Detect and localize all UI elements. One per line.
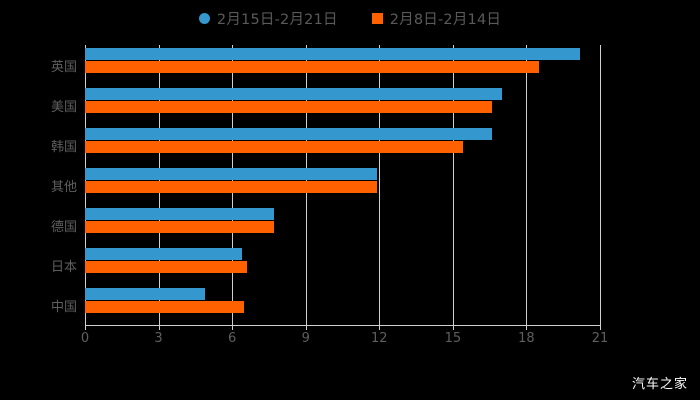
bar-series-2[interactable] — [85, 101, 493, 113]
x-axis-tick-mark — [232, 325, 234, 330]
bar-group — [85, 125, 600, 165]
legend-square-icon — [371, 13, 383, 24]
legend-item-series-2[interactable]: 2月8日-2月14日 — [371, 8, 502, 29]
bar-group — [85, 205, 600, 245]
gridline — [379, 45, 381, 325]
bar-group — [85, 45, 600, 85]
legend-item-series-1[interactable]: 2月15日-2月21日 — [198, 8, 338, 29]
y-axis-label-0: 英国 — [50, 60, 77, 75]
bar-group — [85, 285, 600, 325]
x-axis-tick-label: 21 — [591, 331, 609, 346]
x-axis-tick-label: 9 — [301, 331, 310, 346]
x-axis-tick-label: 18 — [518, 331, 535, 346]
chart-legend: 2月15日-2月21日 2月8日-2月14日 — [0, 8, 700, 29]
x-axis-tick-label: 6 — [228, 331, 237, 346]
x-axis-tick-label: 3 — [154, 331, 163, 346]
bar-series-1[interactable] — [85, 288, 206, 300]
x-axis-tick-mark — [379, 325, 381, 330]
gridline — [600, 45, 601, 325]
bar-series-1[interactable] — [85, 208, 274, 220]
x-axis-tick-label: 15 — [444, 331, 462, 346]
y-axis-category-labels: 英国美国韩国其他德国日本中国 — [0, 45, 77, 325]
y-axis-label-3: 其他 — [50, 180, 77, 195]
y-axis-label-4: 德国 — [50, 220, 77, 235]
bar-series-2[interactable] — [85, 261, 247, 273]
x-axis-tick-mark — [85, 325, 86, 330]
bar-series-2[interactable] — [85, 221, 274, 233]
y-axis-label-5: 日本 — [50, 260, 77, 275]
bar-series-1[interactable] — [85, 48, 581, 60]
gridline — [526, 45, 528, 325]
plot-area — [85, 45, 601, 325]
y-axis-label-6: 中国 — [50, 300, 77, 315]
bar-series-2[interactable] — [85, 141, 463, 153]
watermark: 汽车之家 — [631, 377, 688, 392]
x-axis-line — [85, 325, 601, 326]
x-axis-tick-mark — [526, 325, 528, 330]
bar-series-2[interactable] — [85, 301, 245, 313]
bar-series-1[interactable] — [85, 88, 502, 100]
legend-label-series-1: 2月15日-2月21日 — [216, 12, 338, 28]
gridline — [452, 45, 454, 325]
x-axis-tick-mark — [452, 325, 454, 330]
legend-dot-icon — [198, 13, 210, 24]
x-axis-tick-label: 12 — [371, 331, 388, 346]
x-axis-tick-label: 0 — [80, 331, 90, 346]
bar-group — [85, 165, 600, 205]
bar-series-2[interactable] — [85, 61, 539, 73]
x-axis-tick-mark — [600, 325, 601, 330]
y-axis-label-2: 韩国 — [50, 140, 77, 155]
x-axis-tick-labels: 0 3 6 9 12 15 18 21 — [0, 331, 700, 351]
y-axis-label-1: 美国 — [50, 100, 77, 115]
bar-series-1[interactable] — [85, 168, 377, 180]
legend-label-series-2: 2月8日-2月14日 — [389, 12, 502, 28]
bar-group — [85, 85, 600, 125]
x-axis-tick-mark — [305, 325, 307, 330]
bar-group — [85, 245, 600, 285]
bar-series-1[interactable] — [85, 128, 493, 140]
x-axis-tick-mark — [158, 325, 160, 330]
bar-series-1[interactable] — [85, 248, 242, 260]
bar-series-2[interactable] — [85, 181, 377, 193]
